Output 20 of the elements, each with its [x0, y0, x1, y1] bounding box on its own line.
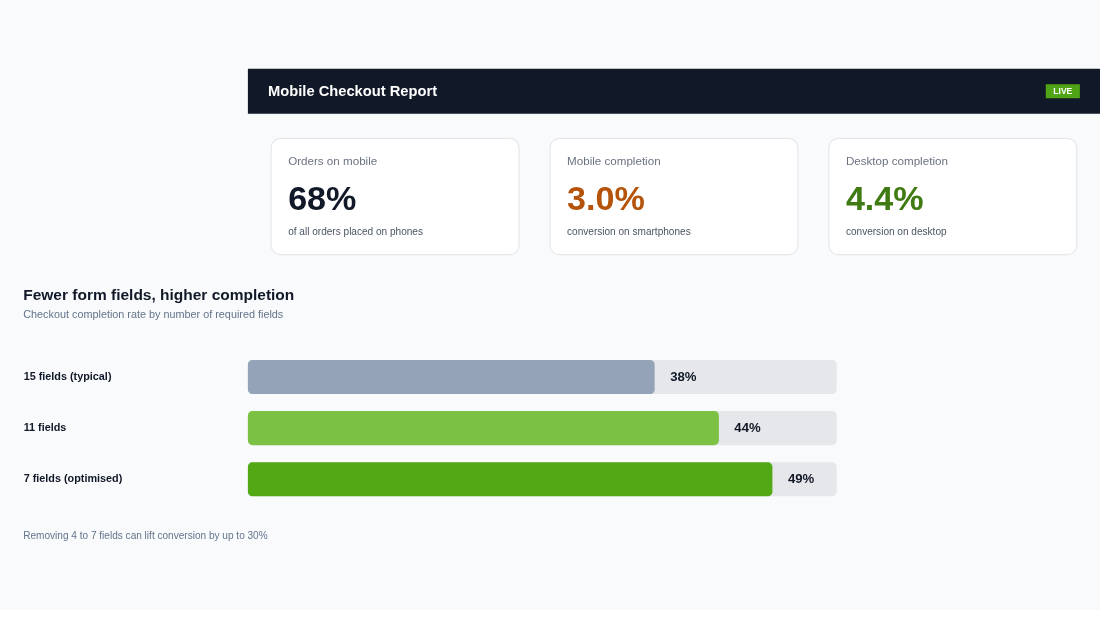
- text: Mobile Checkout Report: [268, 82, 438, 99]
- category-label: 15 fields (typical): [23, 370, 112, 383]
- text: 4.4%: [845, 178, 924, 217]
- text: of all orders placed on phones: [288, 225, 423, 237]
- data-label: 44%: [734, 420, 761, 436]
- text: 68%: [288, 178, 357, 217]
- category-label: 7 fields (optimised): [23, 472, 123, 485]
- text: conversion on smartphones: [567, 225, 691, 237]
- text: Checkout completion rate by number of required fields: [23, 308, 284, 321]
- text: Orders on mobile: [288, 153, 378, 167]
- data-label: 49%: [787, 471, 815, 487]
- text: conversion on desktop: [845, 225, 948, 237]
- category-label: 11 fields: [23, 421, 67, 434]
- text: 3.0%: [567, 178, 645, 217]
- data-label: 38%: [670, 368, 697, 384]
- text: Mobile completion: [567, 153, 661, 167]
- text: LIVE: [1053, 86, 1073, 97]
- text: Desktop completion: [845, 153, 948, 167]
- text: Removing 4 to 7 fields can lift conversion by up to 30%: [23, 529, 268, 541]
- chart-title: Fewer form fields, higher completion: [23, 286, 295, 304]
